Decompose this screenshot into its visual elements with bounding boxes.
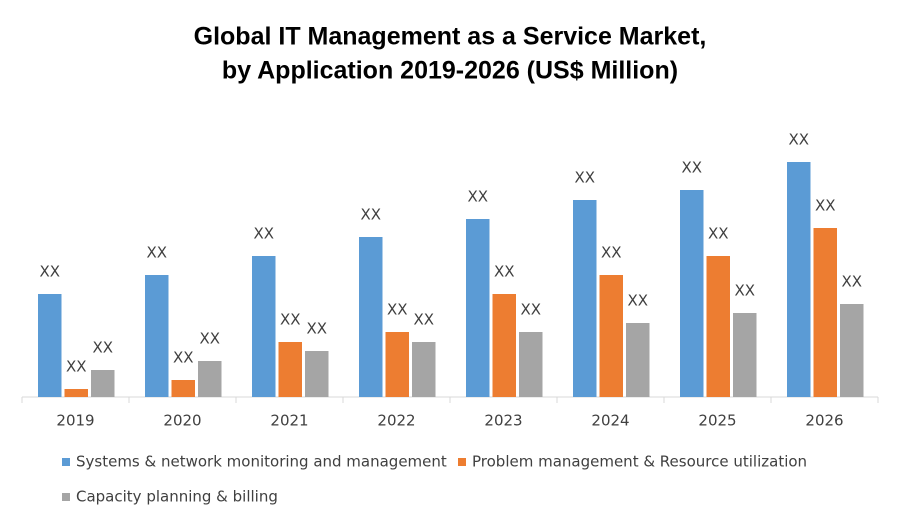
value-label: XX xyxy=(467,188,488,206)
bar xyxy=(706,256,730,397)
x-tick-label: 2023 xyxy=(484,412,522,430)
value-label: XX xyxy=(280,311,301,329)
bar xyxy=(305,351,329,397)
legend-swatch xyxy=(62,458,70,466)
value-label: XX xyxy=(413,311,434,329)
value-label: XX xyxy=(92,339,113,357)
bar xyxy=(840,304,864,397)
x-tick-label: 2022 xyxy=(377,412,415,430)
value-label: XX xyxy=(387,301,408,319)
bar xyxy=(626,323,650,397)
value-label: XX xyxy=(39,263,60,281)
bar xyxy=(252,256,276,397)
bar xyxy=(733,313,757,397)
value-label: XX xyxy=(146,244,167,262)
value-label: XX xyxy=(199,330,220,348)
bar xyxy=(412,342,436,397)
value-label: XX xyxy=(734,282,755,300)
legend-label: Problem management & Resource utilizatio… xyxy=(472,453,807,471)
x-tick-label: 2025 xyxy=(698,412,736,430)
chart-subtitle: by Application 2019-2026 (US$ Million) xyxy=(222,57,678,85)
value-label: XX xyxy=(173,349,194,367)
legend-label: Capacity planning & billing xyxy=(76,488,278,506)
value-label: XX xyxy=(815,197,836,215)
value-label: XX xyxy=(253,225,274,243)
bar xyxy=(198,361,222,397)
bar xyxy=(385,332,409,397)
bar xyxy=(787,162,811,397)
value-label: XX xyxy=(66,358,87,376)
value-label: XX xyxy=(788,131,809,149)
x-tick-label: 2021 xyxy=(270,412,308,430)
value-label: XX xyxy=(708,225,729,243)
value-label: XX xyxy=(306,320,327,338)
chart-title: Global IT Management as a Service Market… xyxy=(194,23,707,51)
bar xyxy=(680,190,704,397)
bar xyxy=(64,389,88,397)
bar xyxy=(171,380,195,397)
x-tick-label: 2024 xyxy=(591,412,629,430)
value-label: XX xyxy=(681,159,702,177)
bar xyxy=(359,237,383,397)
bar xyxy=(573,200,597,397)
value-label: XX xyxy=(627,292,648,310)
bar xyxy=(38,294,62,397)
bar xyxy=(91,370,115,397)
legend-label: Systems & network monitoring and managem… xyxy=(76,453,447,471)
legend-swatch xyxy=(62,493,70,501)
bar xyxy=(278,342,302,397)
x-tick-label: 2020 xyxy=(163,412,201,430)
bar xyxy=(466,219,490,397)
x-tick-label: 2019 xyxy=(56,412,94,430)
x-tick-label: 2026 xyxy=(805,412,843,430)
value-label: XX xyxy=(601,244,622,262)
bar xyxy=(813,228,837,397)
bar xyxy=(519,332,543,397)
bar xyxy=(599,275,623,397)
value-label: XX xyxy=(360,206,381,224)
bar xyxy=(492,294,516,397)
value-label: XX xyxy=(574,169,595,187)
value-label: XX xyxy=(494,263,515,281)
value-label: XX xyxy=(520,301,541,319)
bar xyxy=(145,275,169,397)
legend-swatch xyxy=(458,458,466,466)
value-label: XX xyxy=(841,273,862,291)
